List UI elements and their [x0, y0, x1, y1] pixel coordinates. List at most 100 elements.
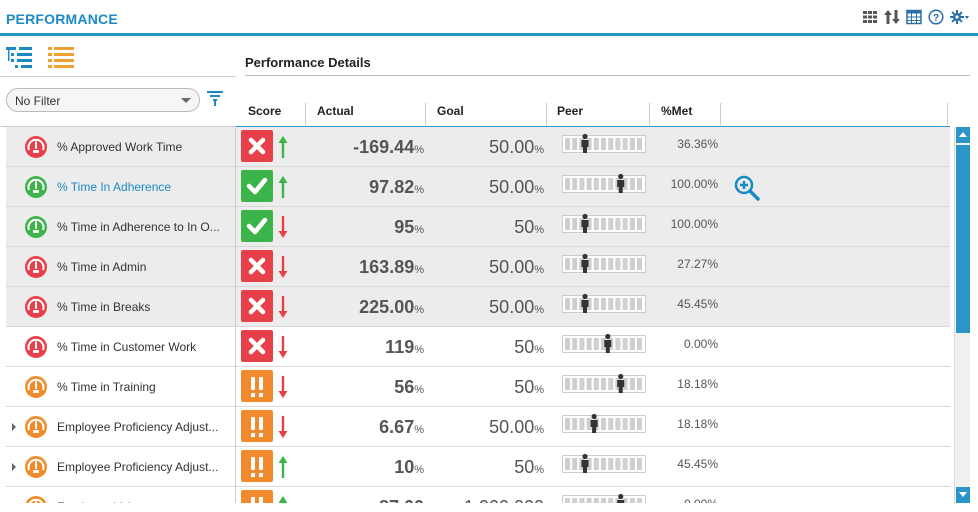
divider — [245, 75, 970, 76]
goal-number: 50.00 — [489, 417, 535, 437]
gauge-icon — [24, 495, 48, 503]
trend-up-icon — [278, 495, 288, 503]
exclamation-icon — [241, 457, 273, 486]
table-row[interactable]: % Time in Adherence to In O... 95% 50% 100.… — [6, 207, 950, 247]
table-row[interactable]: Employee Proficiency Adjust... 10% 50% 45.4… — [6, 447, 950, 487]
kpi-name-cell[interactable]: % Time in Breaks — [6, 287, 236, 327]
goal-unit: % — [534, 464, 544, 476]
kpi-name-cell[interactable]: % Approved Work Time — [6, 127, 236, 167]
zoom-in-icon[interactable] — [734, 175, 760, 201]
check-icon — [241, 177, 273, 206]
expand-arrow-icon[interactable] — [12, 463, 16, 471]
score-badge — [241, 370, 273, 402]
column-header-met[interactable]: %Met — [661, 104, 693, 118]
peer-ranking-bar — [562, 213, 646, 235]
goal-unit: % — [534, 304, 544, 316]
goal-number: 50.00 — [489, 137, 535, 157]
percent-met: 18.18% — [677, 377, 718, 391]
peer-ranking-bar — [562, 253, 646, 275]
table-row[interactable]: % Approved Work Time -169.44% 50.00% 36.36% — [6, 127, 950, 167]
column-separator — [305, 103, 306, 125]
peer-ranking-bar — [562, 333, 646, 355]
goal-unit: % — [534, 344, 544, 356]
actual-number: 119 — [385, 337, 415, 357]
actual-value: 6.67% — [296, 417, 424, 438]
filter-icon[interactable] — [206, 89, 224, 107]
kpi-name-cell[interactable]: % Time in Training — [6, 367, 236, 407]
kpi-name-cell[interactable]: Employee Proficiency Adjust... — [6, 447, 236, 487]
column-separator — [425, 103, 426, 125]
column-header-peer[interactable]: Peer — [557, 104, 584, 118]
percent-met: 100.00% — [670, 177, 718, 191]
svg-text:?: ? — [933, 13, 939, 24]
table-row[interactable]: % Time in Customer Work 119% 50% 0.00% — [6, 327, 950, 367]
actual-unit: % — [414, 464, 424, 476]
actual-number: 10 — [394, 457, 415, 477]
column-header-score[interactable]: Score — [248, 104, 282, 118]
column-header-actual[interactable]: Actual — [317, 104, 354, 118]
grid-view-icon[interactable] — [862, 9, 878, 25]
actual-value: 163.89% — [296, 257, 424, 278]
kpi-name-cell[interactable]: % Time in Admin — [6, 247, 236, 287]
kpi-name-cell[interactable]: Employee Volume ... — [6, 487, 236, 503]
column-headers: Score Actual Goal Peer %Met — [236, 101, 950, 127]
percent-met: 0.00% — [646, 497, 718, 503]
goal-number: 50.00 — [489, 297, 535, 317]
kpi-name-cell[interactable]: % Time In Adherence — [6, 167, 236, 207]
goal-value: 50% — [426, 457, 544, 478]
actual-value: 87.00 — [296, 497, 424, 503]
goal-value: 50% — [426, 337, 544, 358]
sort-icon[interactable] — [884, 9, 900, 25]
kpi-name: % Time in Admin — [57, 260, 147, 274]
percent-met: 36.36% — [677, 137, 718, 151]
table-row[interactable]: % Time in Admin 163.89% 50.00% 27.27% — [6, 247, 950, 287]
table-icon[interactable] — [906, 9, 922, 25]
table-row[interactable]: Employee Volume ... 87.00 1,000,000 0.00% — [6, 487, 950, 503]
actual-unit: % — [414, 344, 424, 356]
filter-select[interactable]: No Filter — [6, 88, 200, 112]
scroll-thumb[interactable] — [956, 145, 970, 333]
trend-up-icon — [278, 455, 288, 479]
list-view-icon[interactable] — [48, 46, 76, 72]
peer-ranking-bar — [562, 453, 646, 475]
goal-value: 50% — [426, 377, 544, 398]
scroll-down-button[interactable] — [956, 487, 970, 503]
kpi-name-cell[interactable]: Employee Proficiency Adjust... — [6, 407, 236, 447]
actual-unit: % — [414, 384, 424, 396]
scrollbar[interactable] — [954, 127, 970, 503]
actual-number: 95 — [394, 217, 415, 237]
x-icon — [241, 257, 273, 286]
trend-down-icon — [278, 415, 288, 439]
goal-value: 50.00% — [426, 137, 544, 158]
check-icon — [241, 217, 273, 246]
column-header-goal[interactable]: Goal — [437, 104, 464, 118]
actual-unit: % — [414, 184, 424, 196]
score-badge — [241, 450, 273, 482]
table-row[interactable]: Employee Proficiency Adjust... 6.67% 50.00… — [6, 407, 950, 447]
scroll-up-button[interactable] — [956, 127, 970, 143]
goal-value: 50.00% — [426, 417, 544, 438]
table-row[interactable]: % Time in Breaks 225.00% 50.00% 45.45% — [6, 287, 950, 327]
kpi-name-cell[interactable]: % Time in Customer Work — [6, 327, 236, 367]
tree-view-icon[interactable] — [6, 46, 34, 72]
settings-icon[interactable] — [950, 9, 970, 25]
goal-number: 50 — [514, 337, 535, 357]
percent-met: 45.45% — [677, 457, 718, 471]
goal-value: 50.00% — [426, 177, 544, 198]
goal-number: 50 — [514, 377, 535, 397]
kpi-name[interactable]: % Time In Adherence — [57, 180, 172, 194]
help-icon[interactable]: ? — [928, 9, 944, 25]
score-badge — [241, 490, 273, 503]
kpi-name-cell[interactable]: % Time in Adherence to In O... — [6, 207, 236, 247]
score-badge — [241, 290, 273, 322]
table-row[interactable]: % Time in Training 56% 50% 18.18% — [6, 367, 950, 407]
expand-arrow-icon[interactable] — [12, 423, 16, 431]
actual-number: -169.44 — [353, 137, 415, 157]
score-badge — [241, 210, 273, 242]
gauge-icon — [24, 415, 48, 439]
kpi-name: Employee Volume ... — [57, 500, 229, 503]
header-toolbar: ? — [862, 9, 970, 25]
table-row[interactable]: % Time In Adherence 97.82% 50.00% 100.00% — [6, 167, 950, 207]
column-separator — [649, 103, 650, 125]
app-header: PERFORMANCE ? — [0, 0, 978, 36]
